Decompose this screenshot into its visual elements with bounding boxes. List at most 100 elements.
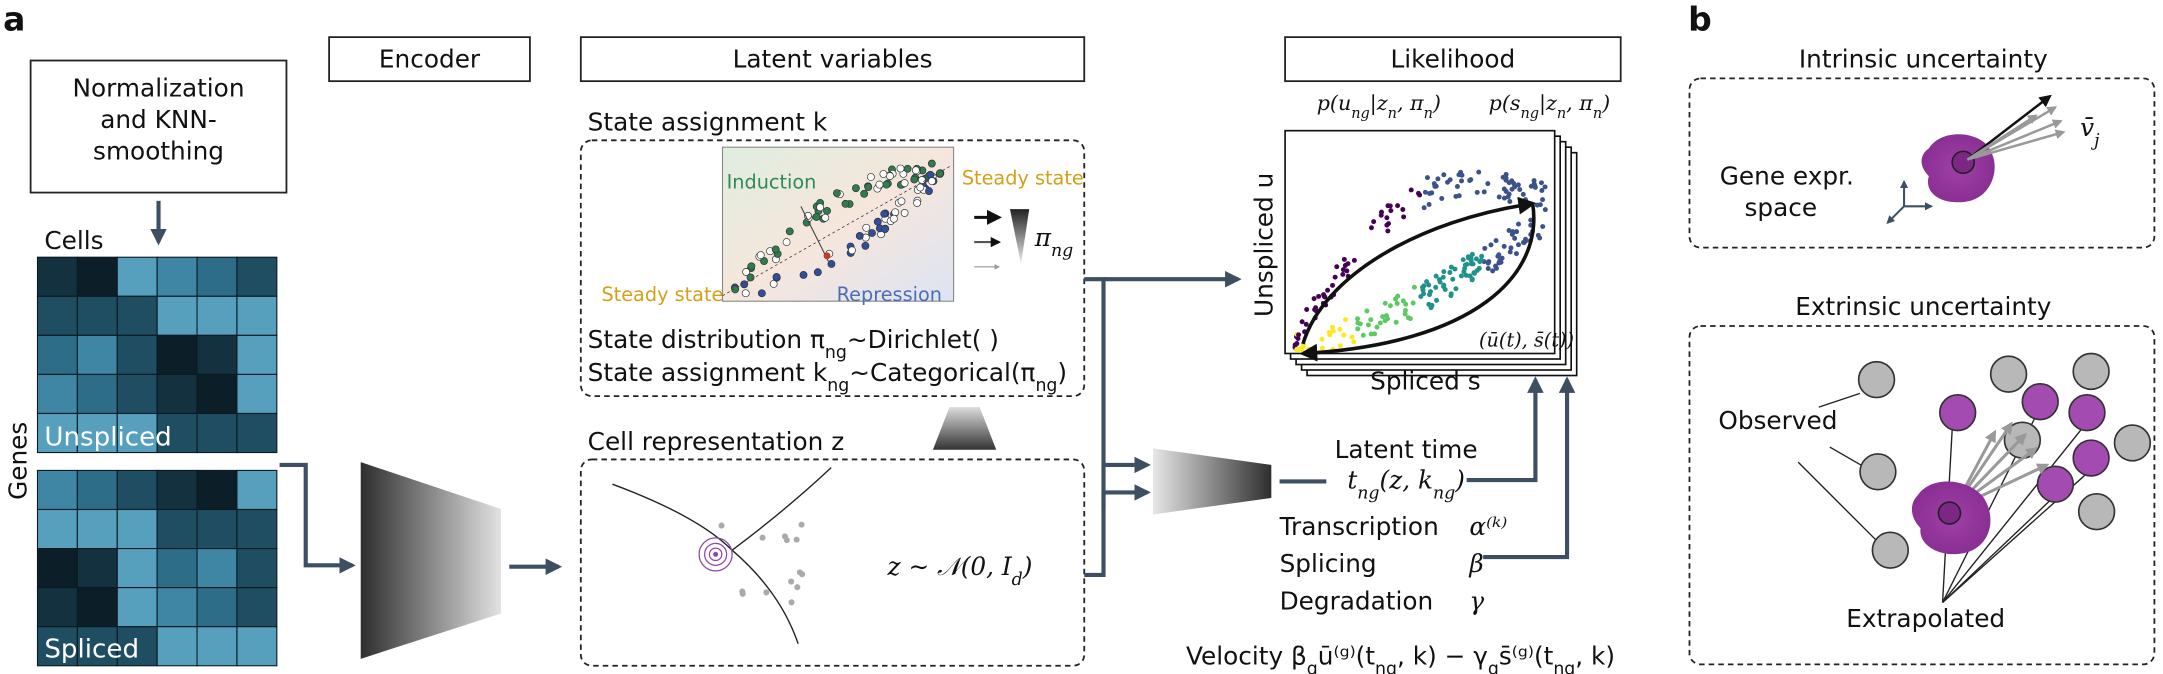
- unspliced-label: Unspliced: [44, 423, 171, 453]
- likelihood-dot: [1468, 255, 1474, 261]
- heatmap-cell: [116, 587, 158, 628]
- rate-symbol: γ: [1469, 586, 1484, 615]
- likelihood-dot: [1507, 199, 1513, 204]
- x-axis-label: Spliced s: [1370, 366, 1480, 395]
- likelihood-dot: [1436, 277, 1442, 283]
- state-dot: [785, 227, 794, 236]
- heatmap-cell: [36, 587, 78, 628]
- likelihood-dot: [1445, 179, 1450, 185]
- heatmap-cell: [196, 334, 238, 375]
- likelihood-dot: [1454, 184, 1460, 189]
- likelihood-dot: [1299, 346, 1305, 352]
- heatmap-cell: [196, 587, 238, 628]
- trajectory: [1299, 203, 1536, 362]
- pi-wedge: [1009, 209, 1030, 265]
- likelihood-dot: [1421, 283, 1427, 289]
- likelihood-dot: [1421, 291, 1427, 297]
- extrapolated-cell: [2072, 439, 2110, 477]
- axes-icon: [1886, 179, 1934, 224]
- latent-dot: [796, 569, 803, 576]
- heatmap-unspliced: [36, 256, 278, 454]
- state-dot: [882, 180, 891, 189]
- heatmap-cell: [76, 334, 118, 375]
- state-dot: [879, 170, 888, 178]
- likelihood-dot: [1441, 172, 1447, 178]
- state-dot: [916, 183, 925, 192]
- likelihood-dot: [1384, 222, 1390, 228]
- state-dot: [799, 271, 808, 279]
- heatmap-cell: [236, 548, 278, 589]
- likelihood-dot: [1379, 209, 1384, 215]
- state-dot: [900, 179, 909, 188]
- extrapolated-label: Extrapolated: [1846, 604, 2005, 633]
- state-dot: [918, 176, 926, 184]
- frame: [1284, 129, 1556, 355]
- state-dot: [864, 183, 873, 191]
- contour: [708, 547, 723, 562]
- trajectory: [1301, 196, 1537, 345]
- state-dot: [855, 231, 864, 240]
- pointer: [1797, 461, 1878, 542]
- text-segment: , k): [1575, 641, 1615, 670]
- subscript: ng: [1035, 376, 1057, 396]
- likelihood-dot: [1294, 346, 1300, 352]
- rate-name: Transcription: [1279, 512, 1439, 541]
- text-segment: p(s: [1489, 91, 1521, 115]
- text-segment: |z: [1370, 91, 1388, 116]
- likelihood-dot: [1357, 321, 1363, 327]
- likelihood-dot: [1542, 207, 1548, 213]
- likelihood-box: [1284, 36, 1622, 83]
- state-dot: [896, 164, 905, 173]
- subscript: ng: [1051, 241, 1073, 261]
- rate-symbol: α⁽ᵏ⁾: [1469, 512, 1507, 541]
- observed-cell: [2077, 492, 2116, 531]
- state-dot: [848, 246, 856, 255]
- observed-cell: [1989, 355, 2028, 393]
- likelihood-dot: [1479, 253, 1485, 259]
- velocity-samples: [1966, 94, 2066, 161]
- heatmap-cell: [36, 373, 78, 415]
- state-dot: [885, 172, 894, 180]
- likelihood-dot: [1420, 287, 1426, 293]
- repression-label: Repression: [837, 283, 942, 306]
- state-arrow: [800, 206, 829, 262]
- heatmap-cell: [236, 626, 278, 667]
- arrow: [1101, 484, 1151, 507]
- likelihood-dot: [1482, 245, 1488, 251]
- state-dot: [891, 208, 900, 217]
- subscript: n: [1593, 106, 1602, 122]
- latent-time-title: Latent time: [1335, 435, 1478, 464]
- heatmap-cell: [196, 373, 238, 415]
- likelihood-dot: [1342, 262, 1348, 268]
- state-dot: [851, 184, 860, 193]
- likelihood-dot: [1330, 324, 1336, 330]
- likelihood-dot: [1452, 266, 1458, 272]
- likelihood-dot: [1493, 263, 1499, 269]
- text-segment: z ∼ 𝒩(0, I: [887, 552, 1013, 581]
- cell-representation-box: [579, 458, 1086, 667]
- likelihood-dot: [1486, 259, 1492, 265]
- state-dot: [782, 238, 791, 247]
- intrinsic-box: [1688, 77, 2156, 249]
- genes-label: Genes: [3, 422, 32, 500]
- text-segment: State distribution π: [588, 325, 825, 354]
- cells-label: Cells: [44, 226, 103, 255]
- likelihood-dot: [1393, 319, 1399, 325]
- likelihood-dot: [1411, 284, 1417, 290]
- arrow: [1483, 376, 1576, 560]
- likelihood-dot: [1402, 307, 1408, 313]
- likelihood-dot: [1422, 189, 1428, 195]
- text-segment: s̄⁽ᵍ⁾(t: [1499, 641, 1554, 670]
- heatmap-cell: [196, 508, 238, 550]
- text-segment: π: [1034, 223, 1052, 252]
- likelihood-dot: [1517, 187, 1523, 193]
- likelihood-dot: [1402, 311, 1408, 317]
- heatmap-cell: [156, 548, 198, 589]
- extrinsic-title: Extrinsic uncertainty: [1795, 292, 2051, 321]
- observed-cell: [2113, 424, 2152, 462]
- heatmap-cell: [116, 412, 158, 454]
- heatmap-cell: [76, 587, 118, 628]
- nucleus: [1937, 501, 1962, 525]
- latent-point: [698, 537, 733, 572]
- likelihood-dot: [1523, 197, 1528, 203]
